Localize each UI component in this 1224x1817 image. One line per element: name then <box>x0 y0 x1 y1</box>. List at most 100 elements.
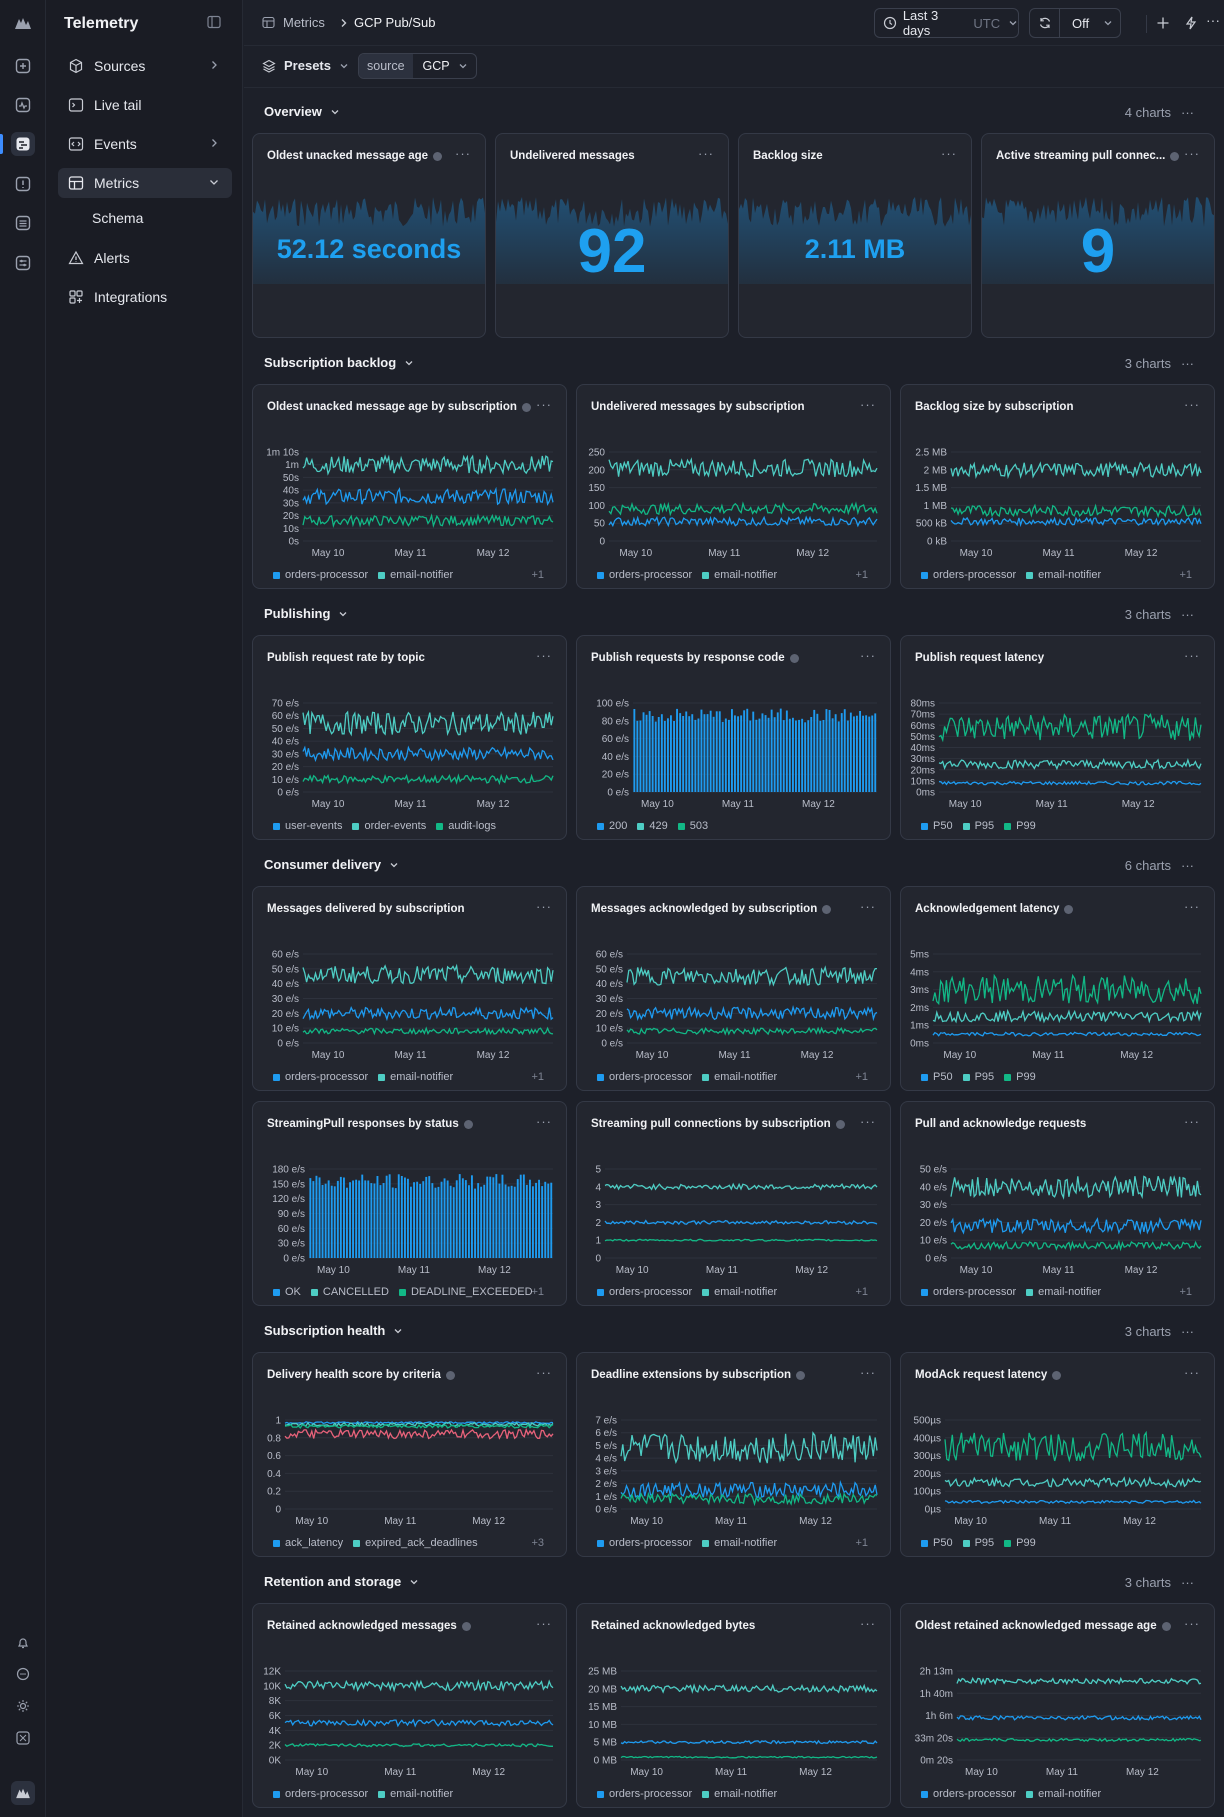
legend-item[interactable]: orders-processor <box>273 1071 368 1083</box>
more-options-icon[interactable]: ··· <box>698 146 714 161</box>
chart-card[interactable]: Retained acknowledged bytes ··· 0 MB 5 MB 10… <box>576 1603 891 1808</box>
legend-item[interactable]: email-notifier <box>378 1071 453 1083</box>
legend-item[interactable]: P50 <box>921 1537 953 1549</box>
add-icon[interactable] <box>1156 16 1170 35</box>
presets-dropdown[interactable]: Presets <box>262 58 349 73</box>
legend-more-count[interactable]: +1 <box>1179 1286 1192 1298</box>
chart-card[interactable]: Oldest unacked message age by subscripti… <box>252 384 567 589</box>
legend-more-count[interactable]: +1 <box>855 569 868 581</box>
legend-item[interactable]: orders-processor <box>273 1788 368 1800</box>
stat-card[interactable]: Undelivered messages ··· 92 <box>495 133 729 338</box>
time-range-picker[interactable]: Last 3 days UTC <box>874 8 1019 38</box>
metrics-rail-icon[interactable] <box>11 132 35 156</box>
chart-card[interactable]: Retained acknowledged messages ··· 0K 2K 4K 6… <box>252 1603 567 1808</box>
chart-card[interactable]: Backlog size by subscription ··· 0 kB 500 k… <box>900 384 1215 589</box>
more-options-icon[interactable]: ··· <box>1181 1575 1194 1590</box>
chart-card[interactable]: Messages acknowledged by subscription ···… <box>576 886 891 1091</box>
more-options-icon[interactable]: ··· <box>860 648 876 663</box>
legend-item[interactable]: P50 <box>921 1071 953 1083</box>
alert-square-icon[interactable] <box>11 172 35 196</box>
chart-card[interactable]: Delivery health score by criteria ··· 0 0.2… <box>252 1352 567 1557</box>
more-options-icon[interactable]: ··· <box>860 397 876 412</box>
info-icon[interactable] <box>521 402 531 412</box>
more-options-icon[interactable]: ··· <box>536 397 552 412</box>
legend-item[interactable]: P95 <box>962 1071 994 1083</box>
legend-item[interactable]: 503 <box>677 820 708 832</box>
info-icon[interactable] <box>789 653 799 663</box>
more-options-icon[interactable]: ··· <box>941 146 957 161</box>
legend-item[interactable]: orders-processor <box>597 1286 692 1298</box>
sun-icon[interactable] <box>11 1694 35 1718</box>
chart-card[interactable]: Acknowledgement latency ··· 0ms 1ms 2ms 3ms 4m… <box>900 886 1215 1091</box>
more-options-icon[interactable]: ··· <box>455 146 471 161</box>
legend-item[interactable]: P50 <box>921 820 953 832</box>
legend-item[interactable]: email-notifier <box>1026 1788 1101 1800</box>
legend-item[interactable]: orders-processor <box>921 1286 1016 1298</box>
legend-item[interactable]: email-notifier <box>702 569 777 581</box>
workspace-logo-icon[interactable] <box>11 1781 35 1805</box>
legend-more-count[interactable]: +3 <box>531 1537 544 1549</box>
chart-card[interactable]: Deadline extensions by subscription ··· 0 … <box>576 1352 891 1557</box>
more-options-icon[interactable]: ··· <box>1181 105 1194 120</box>
legend-item[interactable]: 200 <box>597 820 627 832</box>
stat-card[interactable]: Oldest unacked message age ··· 52.12 secon… <box>252 133 486 338</box>
more-options-icon[interactable]: ··· <box>1184 1114 1200 1129</box>
refresh-icon[interactable] <box>1030 9 1060 37</box>
info-icon[interactable] <box>461 1621 471 1631</box>
chart-card[interactable]: Publish request latency ··· 0ms 10ms 20ms 30m… <box>900 635 1215 840</box>
legend-item[interactable]: P99 <box>1004 1537 1036 1549</box>
legend-item[interactable]: email-notifier <box>702 1286 777 1298</box>
more-options-icon[interactable]: ··· <box>1184 146 1200 161</box>
legend-item[interactable]: CANCELLED <box>310 1286 389 1298</box>
more-options-icon[interactable]: ··· <box>536 899 552 914</box>
more-options-icon[interactable]: ··· <box>1184 397 1200 412</box>
nav-item-schema[interactable]: Schema <box>92 210 144 226</box>
legend-item[interactable]: email-notifier <box>1026 569 1101 581</box>
chart-card[interactable]: StreamingPull responses by status ··· 0 e/… <box>252 1101 567 1306</box>
nav-item-events[interactable]: Events <box>58 129 232 159</box>
chart-card[interactable]: Publish requests by response code ··· 0 e/… <box>576 635 891 840</box>
sidebar-toggle-icon[interactable] <box>206 14 224 32</box>
activity-icon[interactable] <box>11 93 35 117</box>
legend-item[interactable]: DEADLINE_EXCEEDED <box>398 1286 533 1298</box>
legend-more-count[interactable]: +1 <box>1179 569 1192 581</box>
info-icon[interactable] <box>835 1119 845 1129</box>
info-icon[interactable] <box>796 1370 806 1380</box>
chart-card[interactable]: Oldest retained acknowledged message age… <box>900 1603 1215 1808</box>
refresh-control[interactable]: Off <box>1029 8 1121 38</box>
more-options-icon[interactable]: ··· <box>860 1616 876 1631</box>
stat-card[interactable]: Active streaming pull connec... ··· 9 <box>981 133 1215 338</box>
legend-item[interactable]: OK <box>273 1286 301 1298</box>
more-options-icon[interactable]: ··· <box>1184 1365 1200 1380</box>
source-filter[interactable]: source GCP <box>358 53 477 79</box>
legend-item[interactable]: P99 <box>1004 1071 1036 1083</box>
nav-item-integrations[interactable]: Integrations <box>58 282 232 312</box>
logo-icon[interactable] <box>11 11 35 35</box>
more-options-icon[interactable]: ··· <box>1184 648 1200 663</box>
legend-more-count[interactable]: +1 <box>855 1537 868 1549</box>
legend-item[interactable]: email-notifier <box>702 1537 777 1549</box>
chart-card[interactable]: Publish request rate by topic ··· 0 e/s 10 … <box>252 635 567 840</box>
more-options-icon[interactable]: ··· <box>1181 607 1194 622</box>
legend-item[interactable]: orders-processor <box>921 569 1016 581</box>
nav-item-sources[interactable]: Sources <box>58 51 232 81</box>
more-options-icon[interactable]: ··· <box>1184 1616 1200 1631</box>
section-title[interactable]: Subscription backlog <box>264 355 414 370</box>
info-icon[interactable] <box>1170 151 1180 161</box>
more-options-icon[interactable]: ··· <box>860 1365 876 1380</box>
legend-item[interactable]: P99 <box>1004 820 1036 832</box>
nav-item-live-tail[interactable]: Live tail <box>58 90 232 120</box>
legend-item[interactable]: email-notifier <box>378 569 453 581</box>
legend-item[interactable]: email-notifier <box>378 1788 453 1800</box>
section-title[interactable]: Consumer delivery <box>264 857 399 872</box>
more-options-icon[interactable]: ··· <box>1206 12 1220 28</box>
legend-item[interactable]: orders-processor <box>597 1071 692 1083</box>
more-options-icon[interactable]: ··· <box>1181 1324 1194 1339</box>
info-icon[interactable] <box>822 904 832 914</box>
chat-icon[interactable] <box>11 1662 35 1686</box>
legend-item[interactable]: ack_latency <box>273 1537 343 1549</box>
legend-item[interactable]: order-events <box>352 820 426 832</box>
legend-item[interactable]: orders-processor <box>597 569 692 581</box>
legend-item[interactable]: orders-processor <box>273 569 368 581</box>
more-options-icon[interactable]: ··· <box>1184 899 1200 914</box>
